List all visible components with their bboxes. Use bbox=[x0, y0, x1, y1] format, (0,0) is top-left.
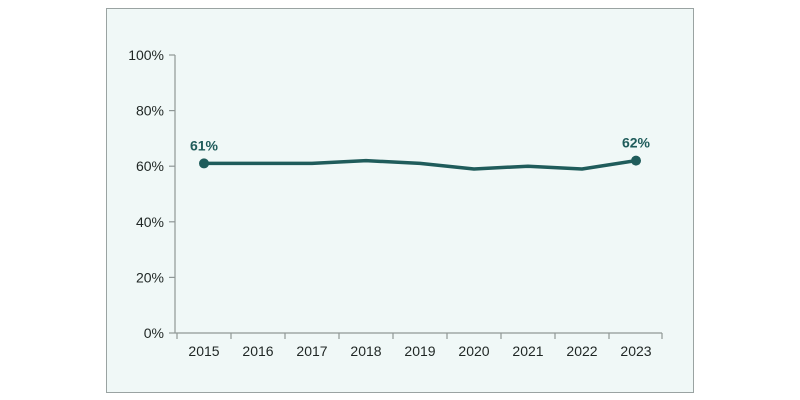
chart-panel: 0% 20% 40% 60% 80% 100% 2015 2016 2017 2018 2019 2… bbox=[106, 8, 694, 393]
y-tick-label: 40% bbox=[136, 214, 164, 230]
y-axis: 0% 20% 40% 60% 80% 100% bbox=[128, 47, 176, 341]
data-point bbox=[631, 155, 641, 166]
data-label: 61% bbox=[190, 137, 219, 153]
x-tick-label: 2017 bbox=[296, 343, 327, 359]
y-tick-label: 100% bbox=[128, 47, 164, 63]
x-tick-label: 2019 bbox=[404, 343, 435, 359]
series-line bbox=[202, 158, 638, 171]
y-tick-label: 60% bbox=[136, 158, 164, 174]
y-tick-label: 0% bbox=[144, 325, 164, 341]
line-chart: 0%20%40%60%80%100% 2015 2016 2017 2018 2019 2… bbox=[128, 47, 663, 359]
x-tick-label: 2023 bbox=[620, 343, 651, 359]
y-tick-label: 20% bbox=[136, 269, 164, 285]
x-tick-label: 2016 bbox=[242, 343, 273, 359]
x-tick-label: 2021 bbox=[512, 343, 543, 359]
data-labels: 61% 62% bbox=[190, 135, 651, 169]
x-tick-label: 2015 bbox=[188, 343, 219, 359]
x-axis: 2015 2016 2017 2018 2019 2020 2021 2022 2023 bbox=[175, 332, 663, 359]
data-point bbox=[199, 158, 209, 169]
x-tick-label: 2020 bbox=[458, 343, 489, 359]
series-group bbox=[202, 158, 638, 171]
data-label: 62% bbox=[622, 135, 651, 151]
y-tick-label: 80% bbox=[136, 103, 164, 119]
x-tick-label: 2022 bbox=[566, 343, 597, 359]
x-tick-label: 2018 bbox=[350, 343, 381, 359]
